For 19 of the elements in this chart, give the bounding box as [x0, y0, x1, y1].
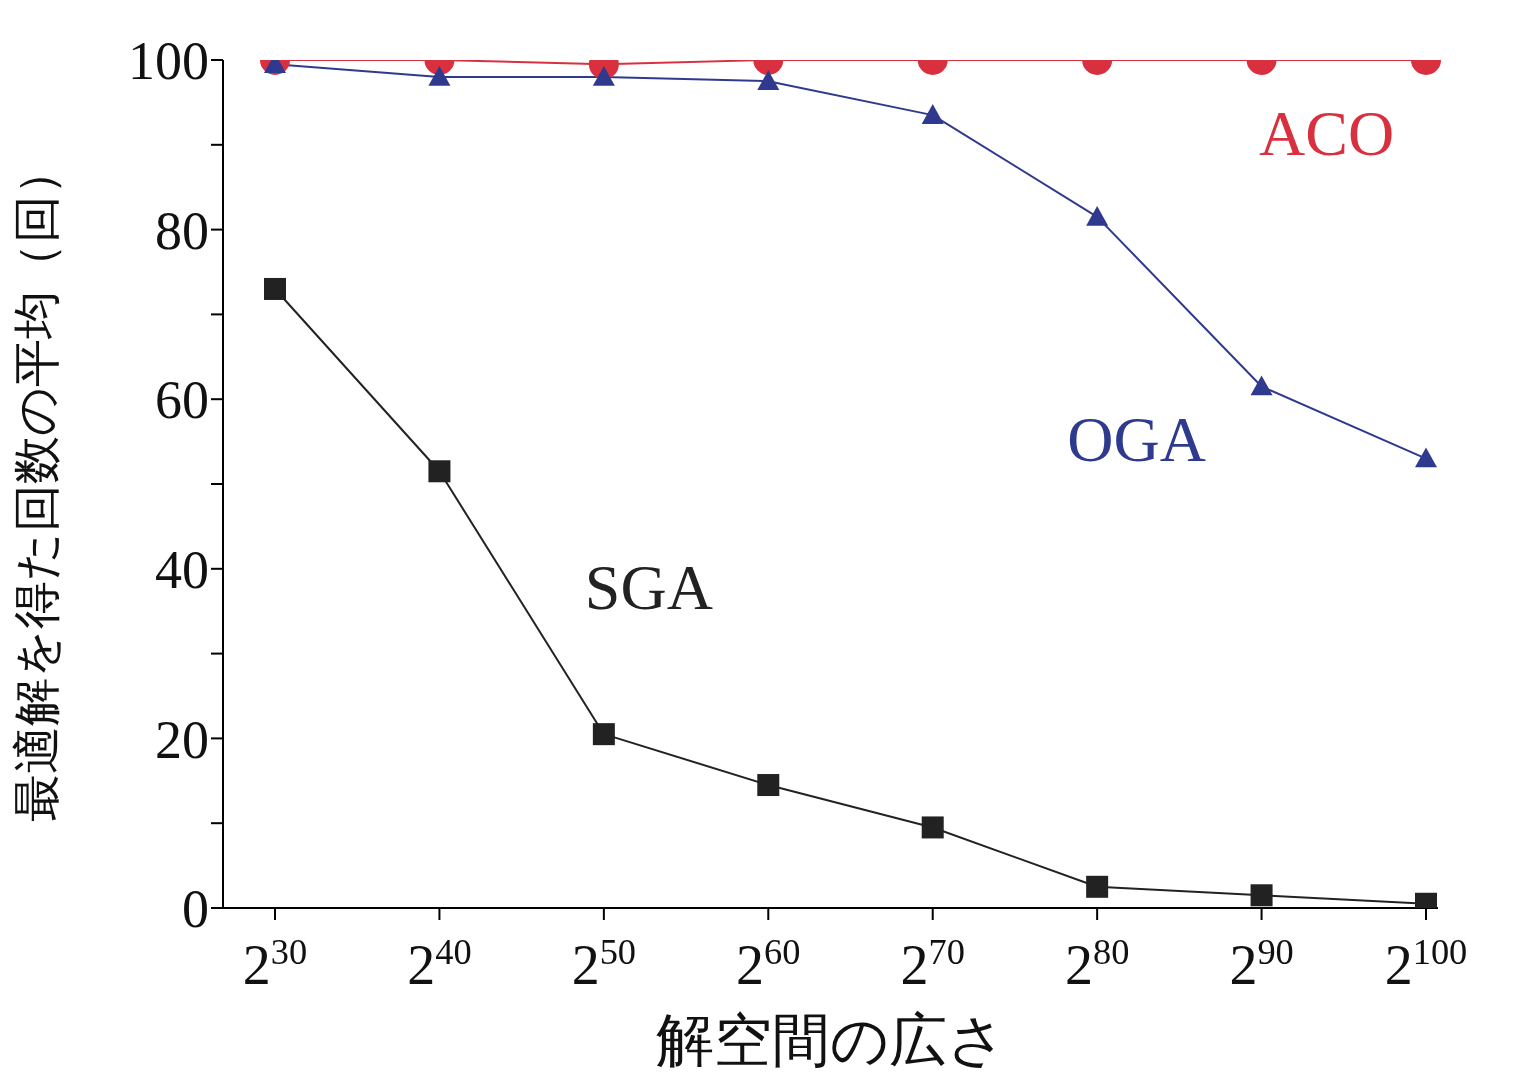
x-tick-label: 2$^{30}$	[242, 932, 308, 996]
x-tick-label: 2$^{80}$	[1064, 932, 1130, 996]
x-tick-label: 2$^{60}$	[736, 932, 801, 996]
x-axis-title: 解空間の広さ	[655, 1008, 1006, 1073]
y-tick-label: 40	[155, 539, 209, 600]
y-tick-label: 100	[128, 31, 209, 92]
series-label: OGA	[1067, 404, 1206, 476]
y-tick-label: 20	[155, 709, 209, 770]
x-tick-label: 2$^{50}$	[571, 932, 637, 996]
x-tick-label: 2$^{70}$	[900, 932, 965, 996]
y-tick-label: 80	[155, 200, 209, 261]
x-tick-label: 2$^{100}$	[1384, 932, 1468, 996]
y-tick-label: 60	[155, 370, 209, 431]
x-tick-label: 2$^{90}$	[1229, 932, 1294, 996]
x-tick-label: 2$^{40}$	[407, 932, 472, 996]
y-axis-title: 最適解を得た回数の平均（回）	[10, 146, 64, 822]
y-tick-label: 0	[182, 879, 209, 940]
series-label: SGA	[584, 551, 713, 623]
series-label: ACO	[1259, 97, 1395, 169]
